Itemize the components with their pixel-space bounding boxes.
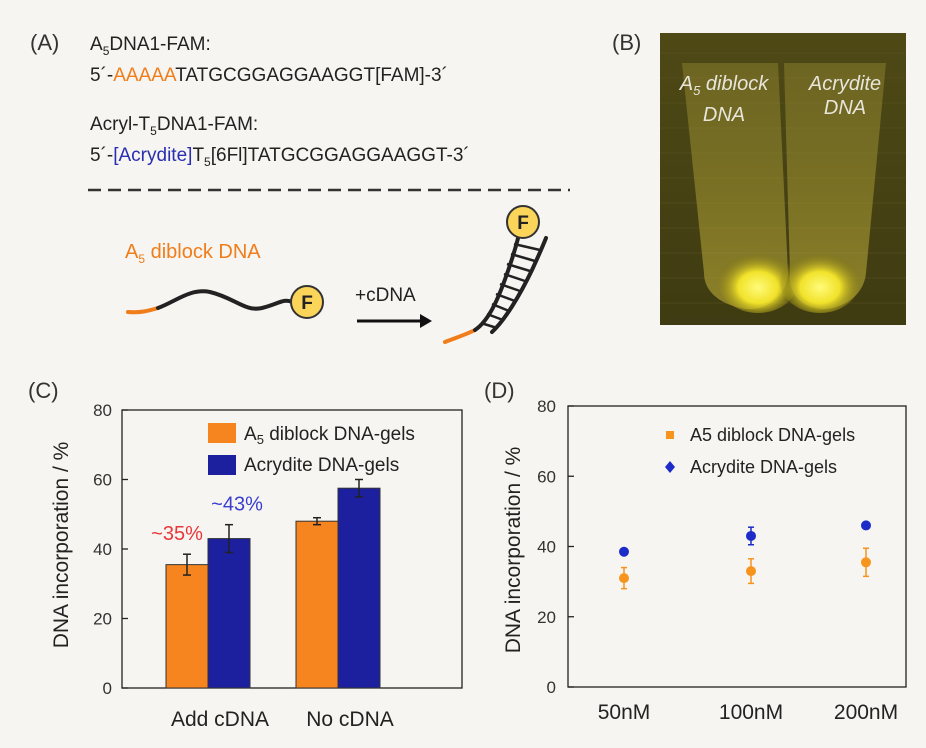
photo-label-right: Acrydite DNA	[808, 73, 882, 119]
chart-d-y-tick-label: 60	[537, 467, 556, 486]
poly-a-segment: AAAAA	[113, 65, 176, 86]
legend-label-diblock: A5 diblock DNA-gels	[244, 424, 415, 447]
chart-d-y-tick-label: 80	[537, 397, 556, 416]
chart-d-point-diblock	[619, 573, 629, 584]
chart-c-y-tick-label: 60	[93, 471, 112, 490]
chart-c: DNA incorporation / % 0 20 40 60 80 Add cDNA N…	[50, 401, 463, 731]
legend-swatch-diblock	[208, 423, 236, 443]
chart-d-x-tick-label: 50nM	[598, 701, 651, 724]
tube-left	[682, 63, 788, 310]
chart-d-legend: A5 diblock DNA-gels Acrydite DNA-gels	[665, 425, 855, 477]
tube-photo	[660, 33, 906, 325]
poly-a-tail	[126, 306, 160, 315]
chart-c-y-axis-label: DNA incorporation / %	[50, 442, 73, 649]
chart-d-y-tick-label: 40	[537, 538, 556, 557]
hybrid-poly-a-tail	[443, 328, 477, 344]
base-pair-rungs	[480, 242, 541, 330]
tube-right	[784, 63, 886, 309]
chart-c-legend: A5 diblock DNA-gels Acrydite DNA-gels	[208, 423, 415, 476]
dna-strand	[156, 289, 294, 311]
cdna-label: +cDNA	[355, 285, 416, 306]
gel-glow-right	[780, 249, 860, 313]
chart-d-point-diblock	[746, 566, 756, 577]
chart-d-point-acrydite	[619, 546, 629, 557]
panel-a-label: (A)	[30, 30, 60, 55]
panel-b-label: (B)	[612, 30, 642, 55]
chart-d: DNA incorporation / % 0 20 40 60 80 50nM 100nM…	[502, 397, 907, 724]
chart-d-y-axis-label: DNA incorporation / %	[502, 447, 525, 654]
sequence-1: 5´-AAAAATATGCGGAGGAAGGT[FAM]-3´	[90, 65, 448, 86]
chart-d-frame	[567, 405, 907, 688]
chart-c-y-tick-label: 80	[93, 401, 112, 420]
chart-c-bar	[295, 520, 339, 689]
legend-swatch-acrydite	[208, 455, 236, 475]
chart-c-annotation: ~43%	[211, 494, 263, 516]
arrow-head	[420, 314, 432, 328]
chart-d-y-tick-label: 20	[537, 608, 556, 627]
chart-c-y-tick-label: 0	[103, 679, 112, 698]
chart-d-point-acrydite	[746, 530, 756, 541]
legend-label-acrydite: Acrydite DNA-gels	[244, 455, 399, 476]
acrydite-segment: [Acrydite]	[113, 145, 193, 166]
panel-a-scheme: F F	[88, 188, 570, 344]
legend-label-acrydite-d: Acrydite DNA-gels	[690, 457, 837, 477]
chart-d-y-tick-label: 0	[547, 678, 556, 697]
sequence-1-name: A5DNA1-FAM:	[90, 34, 211, 58]
chart-c-x-tick-label: Add cDNA	[171, 708, 269, 731]
panel-d-label: (D)	[484, 378, 515, 403]
sequence-2-name: Acryl-T5DNA1-FAM:	[90, 114, 259, 138]
chart-c-y-tick-label: 40	[93, 540, 112, 559]
legend-marker-acrydite	[665, 461, 675, 473]
fluorophore-circle	[290, 285, 324, 319]
hybrid-fluorophore-circle	[506, 205, 540, 239]
chart-d-point-diblock	[861, 557, 871, 568]
chart-c-x-tick-label: No cDNA	[306, 708, 394, 731]
chart-c-y-tick-label: 20	[93, 610, 112, 629]
tube-photo-graphic	[660, 33, 906, 325]
chart-d-x-tick-label: 200nM	[834, 701, 898, 724]
chart-d-x-tick-label: 100nM	[719, 701, 783, 724]
hybrid-fluorophore-letter: F	[517, 213, 529, 234]
chart-c-bar	[165, 564, 209, 689]
chart-d-point-acrydite	[861, 520, 871, 531]
chart-c-bar	[337, 487, 381, 689]
fluorophore-letter: F	[301, 293, 313, 314]
panel-c-label: (C)	[28, 378, 59, 403]
sequence-2: 5´-[Acrydite]T5[6Fl]TATGCGGAGGAAGGT-3´	[90, 145, 470, 169]
legend-label-diblock-d: A5 diblock DNA-gels	[690, 425, 855, 445]
gel-glow-left	[718, 249, 798, 313]
legend-marker-diblock	[666, 431, 674, 439]
chart-c-annotation: ~35%	[151, 523, 203, 545]
diblock-dna-label: A5 diblock DNA	[125, 241, 261, 266]
photo-label-left: A5 diblock DNA	[679, 73, 769, 126]
chart-c-bar	[207, 538, 251, 689]
